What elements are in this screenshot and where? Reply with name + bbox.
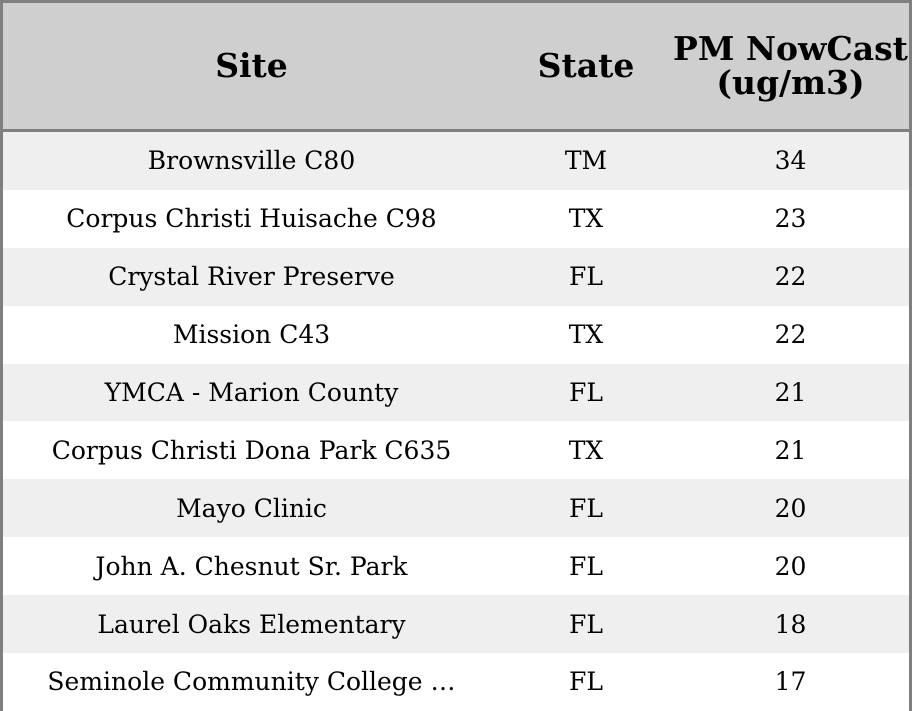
cell-pm-nowcast: 23 — [774, 204, 807, 234]
cell-state: FL — [569, 551, 603, 581]
cell-site: Laurel Oaks Elementary — [97, 609, 406, 639]
cell-state: TM — [564, 146, 608, 176]
cell-site: Mayo Clinic — [176, 493, 327, 523]
cell-state: FL — [569, 609, 603, 639]
table-row: Crystal River Preserve FL 22 — [3, 247, 909, 306]
cell-state: FL — [569, 493, 603, 523]
table-row: Seminole Community College … FL 17 — [3, 653, 909, 711]
header-site: Site — [215, 46, 288, 85]
cell-site: John A. Chesnut Sr. Park — [95, 551, 408, 581]
cell-site: YMCA - Marion County — [104, 378, 399, 407]
cell-site: Corpus Christi Huisache C98 — [66, 204, 437, 234]
table-row: YMCA - Marion County FL 21 — [3, 363, 909, 422]
table-row: Corpus Christi Huisache C98 TX 23 — [3, 189, 909, 248]
table-body: Brownsville C80 TM 34 Corpus Christi Huisac… — [3, 132, 909, 711]
table-row: Brownsville C80 TM 34 — [3, 132, 909, 190]
cell-state: FL — [569, 262, 603, 292]
cell-site: Mission C43 — [172, 320, 331, 350]
cell-pm-nowcast: 22 — [774, 262, 807, 292]
header-state: State — [537, 46, 635, 85]
cell-state: TX — [568, 435, 604, 465]
table-row: Corpus Christi Dona Park C635 TX 21 — [3, 421, 909, 480]
cell-pm-nowcast: 20 — [774, 493, 807, 523]
table-row: Laurel Oaks Elementary FL 18 — [3, 595, 909, 654]
header-pm-nowcast: PM NowCast (ug/m3) — [673, 29, 908, 102]
cell-pm-nowcast: 20 — [774, 551, 807, 581]
table-header: Site State PM NowCast (ug/m3) — [3, 3, 909, 132]
cell-state: TX — [568, 204, 604, 234]
cell-state: TX — [568, 320, 604, 350]
cell-pm-nowcast: 17 — [774, 667, 807, 697]
cell-pm-nowcast: 22 — [774, 320, 807, 350]
cell-pm-nowcast: 21 — [774, 378, 807, 407]
table-row: Mission C43 TX 22 — [3, 305, 909, 364]
cell-state: FL — [569, 378, 603, 407]
cell-site: Brownsville C80 — [147, 146, 356, 176]
cell-state: FL — [569, 667, 603, 697]
cell-site: Crystal River Preserve — [108, 262, 395, 292]
table-row: John A. Chesnut Sr. Park FL 20 — [3, 537, 909, 596]
cell-site: Corpus Christi Dona Park C635 — [51, 435, 452, 465]
cell-pm-nowcast: 18 — [774, 609, 807, 639]
cell-pm-nowcast: 34 — [774, 146, 807, 176]
table-row: Mayo Clinic FL 20 — [3, 479, 909, 538]
cell-site: Seminole Community College … — [47, 667, 456, 697]
cell-pm-nowcast: 21 — [774, 435, 807, 465]
